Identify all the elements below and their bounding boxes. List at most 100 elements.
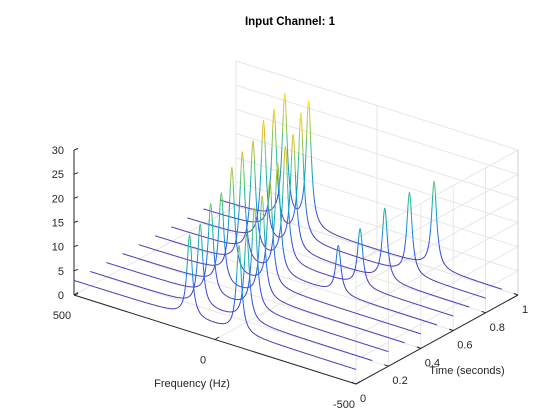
trace-segment — [297, 219, 300, 226]
trace-segment — [270, 249, 272, 254]
trace-segment — [270, 310, 272, 312]
trace-segment — [287, 150, 289, 165]
trace-segment — [330, 282, 332, 285]
trace-segment — [300, 201, 303, 205]
trace-segment — [208, 299, 211, 302]
trace-segment — [290, 194, 293, 199]
trace-segment — [397, 263, 400, 266]
trace-segment — [204, 317, 206, 319]
y-axis-line — [355, 294, 519, 385]
trace-segment — [447, 267, 449, 269]
trace-segment — [257, 221, 260, 228]
trace-segment — [312, 184, 315, 193]
trace-segment — [275, 129, 277, 148]
trace-segment — [283, 285, 286, 287]
trace-segment — [413, 246, 415, 253]
trace-segment — [282, 249, 285, 255]
trace-segment — [398, 281, 400, 283]
axes-box — [73, 148, 519, 385]
trace-segment — [263, 258, 265, 263]
trace-segment — [188, 295, 190, 298]
trace-segment — [194, 281, 196, 286]
trace-segment — [347, 291, 350, 294]
trace-segment — [243, 236, 245, 239]
trace-segment — [366, 277, 368, 280]
trace-segment — [307, 220, 310, 225]
trace-segment — [260, 240, 263, 243]
trace-segment — [389, 265, 392, 269]
trace-4 — [138, 167, 421, 335]
trace-segment — [310, 141, 312, 159]
trace-segment — [251, 302, 254, 307]
trace-segment — [225, 253, 227, 260]
trace-segment — [313, 199, 316, 205]
trace-segment — [434, 185, 436, 197]
trace-segment — [289, 170, 292, 186]
trace-segment — [187, 248, 189, 260]
trace-segment — [258, 240, 260, 252]
trace-segment — [255, 225, 258, 241]
trace-segment — [200, 282, 202, 285]
trace-segment — [425, 251, 428, 254]
trace-segment — [235, 309, 238, 311]
trace-segment — [250, 159, 253, 176]
trace-segment — [387, 249, 390, 257]
trace-segment — [222, 292, 224, 294]
trace-segment — [282, 234, 284, 237]
trace-segment — [261, 218, 263, 221]
trace-segment — [222, 208, 224, 223]
trace-segment — [267, 307, 269, 310]
trace-segment — [263, 322, 265, 325]
trace-segment — [317, 240, 319, 242]
trace-segment — [282, 283, 284, 286]
trace-segment — [251, 238, 253, 253]
trace-segment — [297, 258, 299, 261]
trace-segment — [222, 256, 225, 259]
trace-segment — [206, 291, 208, 295]
trace-segment — [258, 227, 260, 232]
trace-segment — [249, 263, 252, 273]
trace-segment — [269, 285, 272, 289]
trace-segment — [252, 256, 255, 258]
trace-segment — [203, 278, 206, 285]
trace-segment — [319, 241, 321, 244]
trace-segment — [371, 286, 374, 288]
trace-segment — [256, 260, 258, 262]
trace-segment — [255, 271, 258, 276]
trace-segment — [222, 258, 224, 261]
trace-segment — [427, 245, 429, 250]
trace-segment — [394, 276, 396, 279]
trace-segment — [325, 228, 327, 230]
trace-segment — [265, 175, 268, 189]
trace-segment — [276, 270, 279, 274]
trace-segment — [265, 158, 267, 176]
trace-segment — [251, 254, 254, 257]
trace-segment — [282, 99, 285, 115]
trace-segment — [296, 257, 298, 260]
trace-segment — [269, 218, 272, 223]
z-tick-label: 10 — [52, 242, 64, 254]
trace-segment — [279, 279, 281, 282]
trace-segment — [189, 294, 192, 296]
trace-segment — [275, 199, 278, 203]
x-tick-mark — [214, 336, 220, 340]
trace-segment — [249, 273, 251, 284]
trace-segment — [215, 270, 217, 276]
trace-segment — [201, 279, 204, 282]
trace-segment — [290, 153, 293, 171]
trace-segment — [259, 212, 262, 228]
trace-segment — [289, 222, 291, 232]
trace-segment — [249, 283, 252, 292]
trace-segment — [203, 271, 205, 279]
trace-segment — [250, 285, 252, 287]
trace-segment — [218, 284, 220, 287]
trace-segment — [253, 280, 255, 283]
z-tick-mark — [73, 268, 79, 272]
trace-segment — [272, 228, 274, 241]
trace-segment — [248, 261, 250, 274]
trace-segment — [189, 238, 192, 250]
trace-segment — [246, 224, 248, 233]
trace-segment — [218, 221, 220, 234]
trace-segment — [234, 282, 236, 285]
trace-segment — [262, 201, 265, 214]
